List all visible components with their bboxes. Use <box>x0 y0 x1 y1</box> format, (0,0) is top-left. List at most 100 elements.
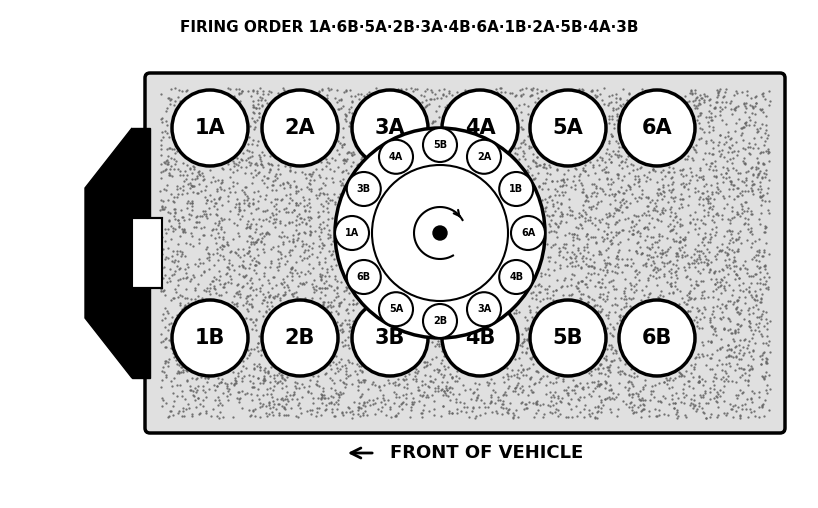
Point <box>581 283 594 292</box>
Point <box>396 391 409 399</box>
Point <box>258 151 271 160</box>
Point <box>304 184 317 193</box>
Point <box>455 407 468 416</box>
Point <box>555 210 569 218</box>
Point <box>682 192 695 200</box>
Point <box>257 172 270 180</box>
Point <box>692 96 705 104</box>
Point <box>699 139 712 147</box>
Point <box>331 163 344 171</box>
Point <box>707 287 720 295</box>
Point <box>332 150 345 158</box>
Point <box>312 212 326 220</box>
Circle shape <box>467 140 501 174</box>
Point <box>315 271 328 279</box>
Point <box>754 360 767 368</box>
Point <box>330 282 344 291</box>
Point <box>718 248 731 257</box>
Point <box>651 207 664 215</box>
Point <box>756 332 769 340</box>
Point <box>662 222 675 230</box>
Point <box>249 269 263 277</box>
Point <box>511 369 524 377</box>
Point <box>762 148 775 156</box>
Point <box>595 197 608 205</box>
Point <box>213 291 226 299</box>
Point <box>751 171 764 179</box>
Point <box>593 361 606 369</box>
Point <box>629 247 642 255</box>
Point <box>247 345 260 353</box>
Point <box>610 112 623 120</box>
Point <box>160 156 173 164</box>
Point <box>712 91 725 99</box>
Point <box>517 136 530 144</box>
Point <box>701 238 714 246</box>
Point <box>320 277 333 285</box>
Point <box>734 373 747 381</box>
Point <box>624 285 637 294</box>
Point <box>744 395 757 403</box>
Point <box>577 188 590 196</box>
Point <box>748 134 761 142</box>
Point <box>345 379 358 388</box>
Point <box>681 306 694 314</box>
Point <box>699 161 712 169</box>
Point <box>240 237 254 245</box>
Point <box>168 145 181 153</box>
Point <box>263 398 276 406</box>
Point <box>615 268 628 276</box>
Point <box>336 124 349 132</box>
Point <box>653 185 666 193</box>
Point <box>290 288 303 296</box>
Point <box>703 265 717 273</box>
Point <box>163 274 176 282</box>
Point <box>307 239 320 247</box>
Point <box>654 397 667 405</box>
Point <box>636 211 649 219</box>
Point <box>748 296 761 304</box>
Point <box>175 248 188 256</box>
Point <box>258 293 272 301</box>
Point <box>713 85 726 93</box>
Point <box>712 403 725 411</box>
Point <box>339 306 353 314</box>
Point <box>240 155 253 164</box>
Point <box>267 371 281 379</box>
Point <box>442 392 455 400</box>
Point <box>694 166 707 174</box>
Point <box>298 253 311 262</box>
Point <box>339 336 352 344</box>
Point <box>511 366 524 374</box>
Point <box>170 185 183 193</box>
Point <box>254 283 267 292</box>
Point <box>513 101 526 109</box>
Point <box>744 352 757 360</box>
Point <box>434 359 447 367</box>
Point <box>632 216 645 225</box>
Point <box>226 261 239 269</box>
Point <box>689 277 702 285</box>
Point <box>602 112 615 120</box>
Point <box>733 293 746 301</box>
Point <box>753 149 766 157</box>
Point <box>591 200 604 208</box>
Point <box>269 405 282 413</box>
Point <box>155 90 168 98</box>
Point <box>286 238 299 246</box>
Point <box>587 378 600 387</box>
Point <box>179 167 192 175</box>
Point <box>621 152 634 160</box>
Point <box>604 200 617 208</box>
Point <box>337 140 350 148</box>
Point <box>676 389 690 397</box>
Point <box>342 309 355 318</box>
Point <box>488 388 501 396</box>
Point <box>351 382 364 390</box>
Point <box>513 143 526 151</box>
Point <box>705 322 718 330</box>
Point <box>338 361 351 369</box>
Point <box>469 378 482 387</box>
Point <box>196 169 209 177</box>
Point <box>267 374 281 383</box>
